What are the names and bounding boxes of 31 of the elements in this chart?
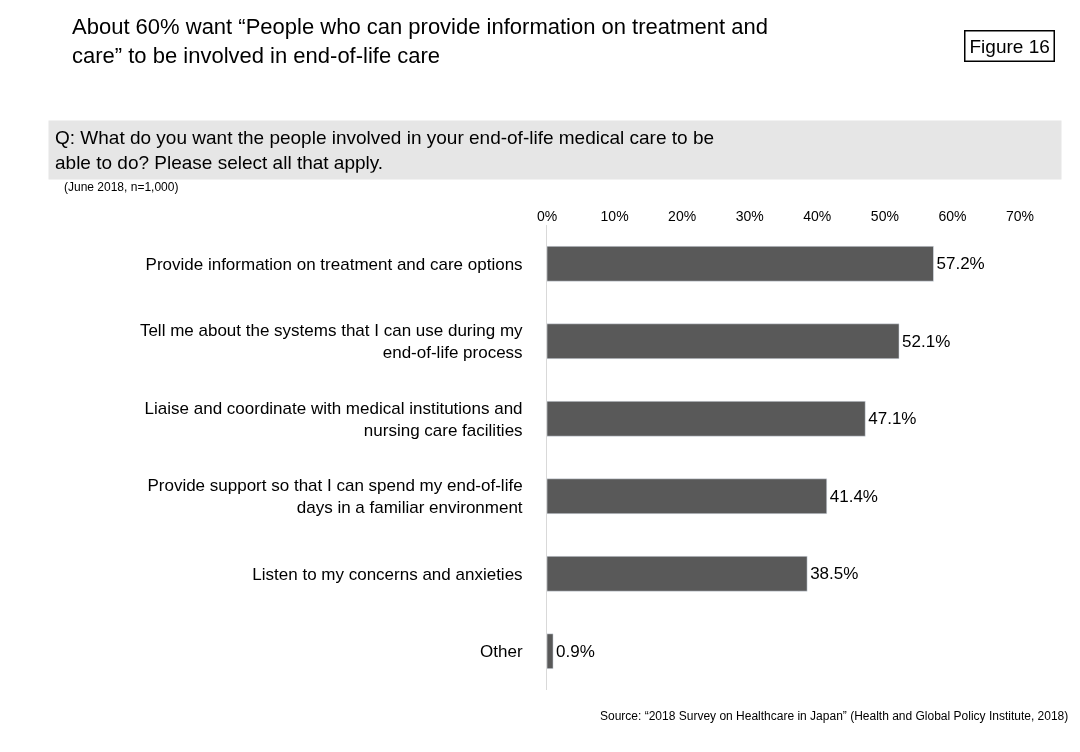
data-label: 0.9% <box>556 641 595 661</box>
x-tick-label: 40% <box>803 208 832 225</box>
y-tick-label: Tell me about the systems that I can use during my end-of-life process <box>139 321 524 363</box>
bar <box>547 556 808 592</box>
y-tick-label: Provide information on treatment and care options <box>145 254 523 274</box>
x-tick-label: 20% <box>668 208 697 225</box>
text: Q: What do you want the people involved in your end-of-life medical care to be able to do? Please select all that apply. <box>55 127 715 173</box>
x-tick-label: 60% <box>938 208 967 225</box>
text: (June 2018, n=1,000) <box>64 180 179 194</box>
caption: Figure 16 <box>969 35 1050 57</box>
x-tick-label: 0% <box>536 208 558 225</box>
x-tick-label: 10% <box>600 208 629 225</box>
y-tick-label: Provide support so that I can spend my end-of-life days in a familiar environment <box>147 476 523 518</box>
y-tick-label: Listen to my concerns and anxieties <box>252 564 523 584</box>
chart-title: About 60% want “People who can provide information on treatment and care” to be involved in end-of-life care <box>72 14 768 68</box>
bar <box>547 323 900 359</box>
x-tick-label: 70% <box>1005 208 1035 225</box>
bar <box>547 633 554 669</box>
data-label: 57.2% <box>936 254 985 274</box>
bar <box>547 478 827 514</box>
data-label: 47.1% <box>868 409 917 429</box>
source-note: Source: “2018 Survey on Healthcare in Japan” (Health and Global Policy Institute, 2018) <box>600 709 1069 723</box>
bar <box>547 401 866 437</box>
y-tick-label: Liaise and coordinate with medical institutions and nursing care facilities <box>144 398 523 440</box>
data-label: 41.4% <box>829 486 878 506</box>
y-tick-label: Other <box>480 642 523 662</box>
data-label: 52.1% <box>902 331 951 351</box>
x-tick-label: 50% <box>870 208 899 225</box>
data-label: 38.5% <box>810 564 859 584</box>
bar <box>547 246 934 282</box>
x-tick-label: 30% <box>735 208 764 225</box>
